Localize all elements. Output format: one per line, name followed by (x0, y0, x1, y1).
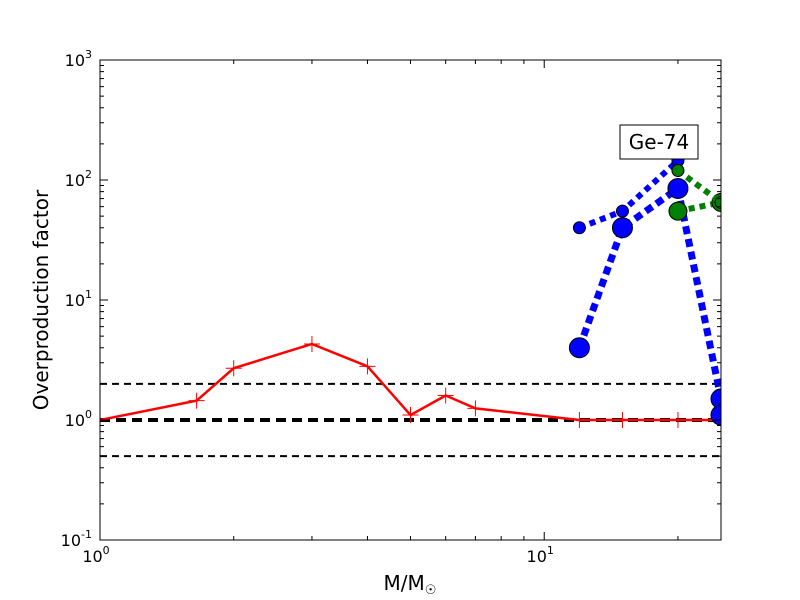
y-tick-label: 101 (65, 288, 92, 310)
series-line (100, 342, 721, 422)
circle-marker (710, 388, 721, 410)
circle-marker (572, 221, 586, 235)
circle-marker (667, 177, 689, 199)
x-tick-label: 101 (527, 544, 554, 566)
circle-marker (714, 195, 721, 209)
y-tick-label: 102 (65, 168, 92, 190)
annotation-label: Ge-74 (629, 130, 689, 154)
circle-marker (615, 204, 629, 218)
series-line (676, 168, 721, 205)
circle-marker (668, 201, 688, 221)
x-axis-title: M/M☉ (384, 571, 437, 598)
y-tick-label: 103 (65, 48, 92, 70)
x-tick-label: 100 (82, 544, 109, 566)
y-tick-label: 10-1 (61, 528, 92, 550)
plot-background (100, 60, 721, 540)
circle-marker (568, 337, 590, 359)
circle-marker (611, 217, 633, 239)
circle-marker (671, 163, 685, 177)
plot-frame (99, 59, 722, 541)
annotation-box: Ge-74 (619, 124, 699, 160)
y-axis-title: Overproduction factor (29, 189, 53, 410)
y-tick-label: 100 (65, 408, 92, 430)
